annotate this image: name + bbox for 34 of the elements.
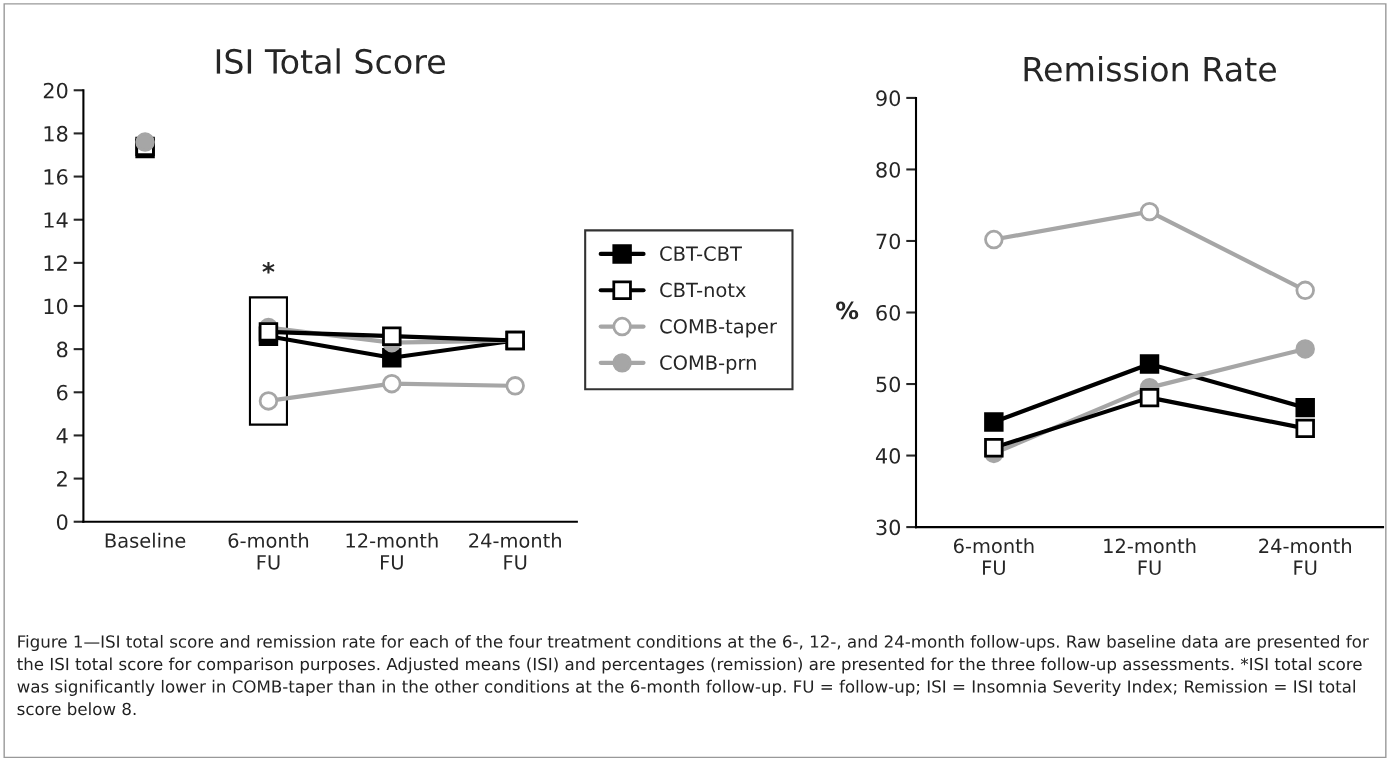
legend-label: COMB-prn (660, 355, 756, 374)
y-tick-label: 20 (43, 82, 68, 99)
y-tick-label: 16 (44, 169, 68, 185)
y-tick-label: 2 (57, 471, 67, 487)
y-tick-label: 80 (876, 161, 901, 178)
y-tick-label: 6 (57, 384, 68, 401)
x-tick-label: 12-month FU (346, 532, 438, 570)
x-tick-label: Baseline (105, 532, 186, 548)
y-tick-label: 10 (44, 298, 68, 315)
annotation: * (262, 261, 275, 274)
y-tick-label: 4 (56, 428, 68, 444)
y-tick-label: 12 (44, 255, 67, 271)
y-tick-label: 18 (44, 125, 68, 142)
legend-label: CBT-CBT (660, 246, 742, 261)
x-tick-label: 6-month FU (953, 538, 1034, 576)
y-tick-label: 8 (56, 341, 68, 358)
legend-label: COMB-taper (660, 318, 777, 338)
x-tick-label: 6-month FU (228, 532, 309, 570)
y-tick-label: 40 (875, 448, 901, 464)
legend-label: CBT-notx (660, 282, 746, 298)
y-tick-label: 30 (876, 519, 901, 536)
chart-title: Remission Rate (1024, 55, 1276, 82)
x-tick-label: 12-month FU (1104, 538, 1196, 576)
y-tick-label: 0 (56, 514, 68, 530)
y-tick-label: 70 (876, 233, 901, 250)
chart-title: ISI Total Score (216, 48, 445, 75)
y-axis-title: % (836, 301, 859, 320)
y-tick-label: 60 (876, 304, 901, 321)
x-tick-label: 24-month FU (1259, 538, 1351, 576)
y-tick-label: 50 (876, 376, 901, 393)
x-tick-label: 24-month FU (469, 532, 561, 570)
y-tick-label: 14 (44, 212, 68, 228)
y-tick-label: 90 (876, 90, 901, 107)
caption: Figure 1—ISI total score and remission rate for each of the four treatment conditions at the 6-, 12-, and 24-month follow-ups. Raw baseline data are presented for the ISI total score for comparison purposes. Adjusted means (ISI) and percentages (remission) are presented for the three follow-up assessments. *ISI total score was significantly lower in COMB-taper than in the other conditions at the 6-month follow-up. FU = follow-up; ISI = Insomnia Severity Index; Remission = ISI total score below 8. (17, 634, 1369, 716)
